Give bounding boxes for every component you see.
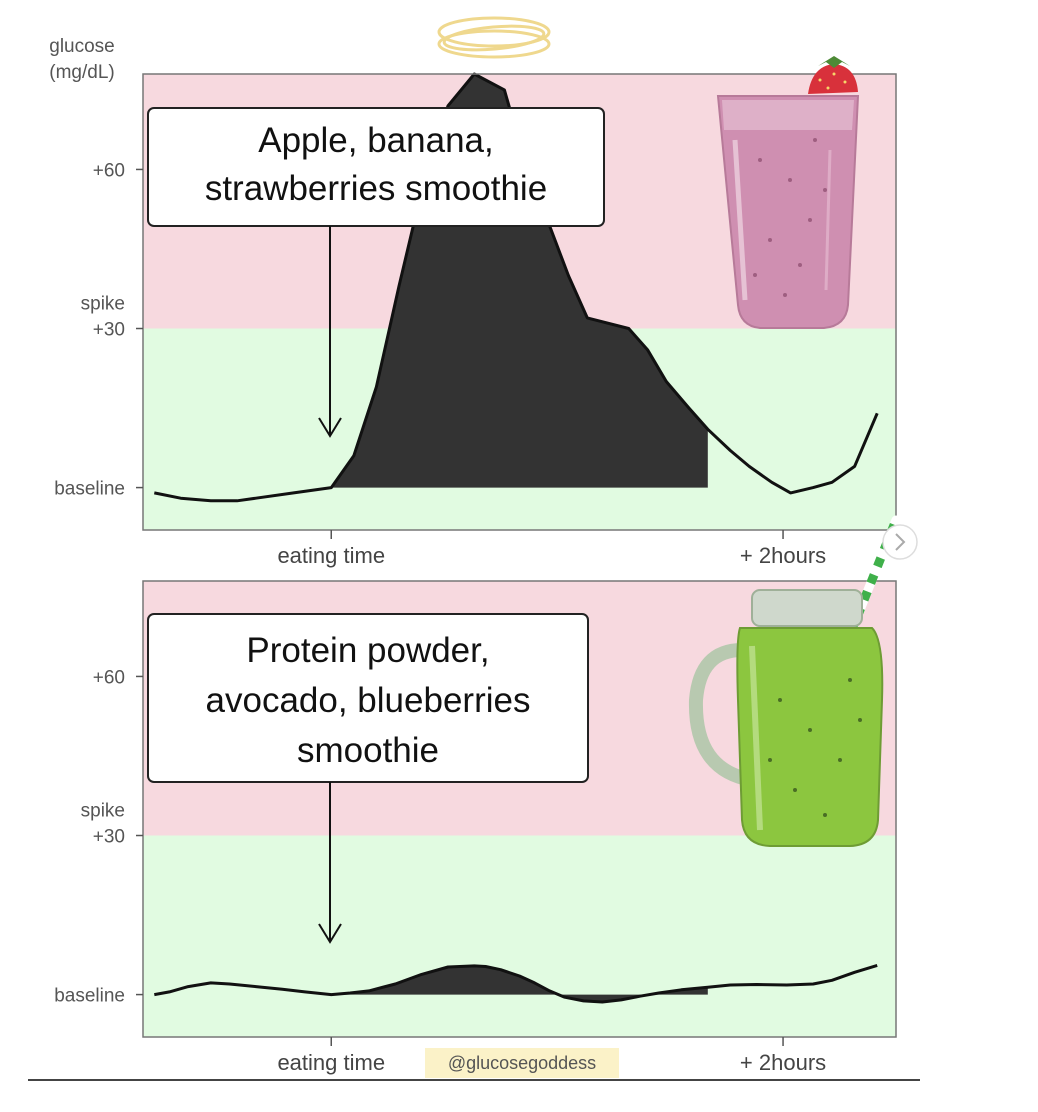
caption-line: avocado, blueberries [206, 681, 531, 720]
glucose-curve [154, 963, 878, 1004]
y-tick-label: +60 [93, 160, 125, 181]
y-tick-label: baseline [54, 479, 125, 500]
y-axis-unit: (mg/dL) [49, 62, 114, 83]
y-tick-label: spike [81, 801, 125, 822]
credit-tag: @glucosegoddess [425, 1048, 619, 1078]
y-axis-title: glucose [49, 36, 115, 57]
caption-box: Protein powder, avocado, blueberries smo… [147, 613, 589, 783]
eating-arrow [318, 226, 342, 438]
plot-frame [142, 73, 897, 531]
axis-ticks: baseline spike +30 +60 eating time + 2hours [54, 160, 826, 568]
y-tick-label: +60 [93, 667, 125, 688]
x-tick-label: + 2hours [740, 1050, 826, 1075]
x-tick-label: + 2hours [740, 543, 826, 568]
caption-line: Protein powder, [246, 631, 489, 670]
plot-frame [142, 580, 897, 1038]
caption-line: smoothie [297, 731, 439, 770]
axis-ticks: baseline spike +30 +60 eating time + 2hours [54, 667, 826, 1075]
bottom-chart: baseline spike +30 +60 eating time + 2hours P… [54, 515, 901, 1075]
y-tick-label: spike [81, 294, 125, 315]
safe-zone [143, 835, 896, 1037]
glucose-area [331, 965, 708, 1002]
top-chart: baseline spike +30 +60 eating time + 2hours A… [54, 56, 897, 568]
y-tick-label: baseline [54, 986, 125, 1007]
credit-text: @glucosegoddess [448, 1053, 596, 1073]
x-tick-label: eating time [277, 1050, 385, 1075]
caption-line: strawberries smoothie [205, 169, 547, 208]
y-tick-label: +30 [93, 827, 125, 848]
pink-smoothie-glass-icon [716, 56, 860, 329]
x-tick-label: eating time [277, 543, 385, 568]
caption-box: Apple, banana, strawberries smoothie [147, 107, 605, 227]
eating-arrow [318, 782, 342, 944]
halo-icon [437, 16, 551, 59]
caption-line: Apple, banana, [258, 121, 493, 160]
y-tick-label: +30 [93, 320, 125, 341]
carousel-next-button[interactable] [882, 524, 918, 560]
chevron-right-icon [895, 533, 906, 551]
